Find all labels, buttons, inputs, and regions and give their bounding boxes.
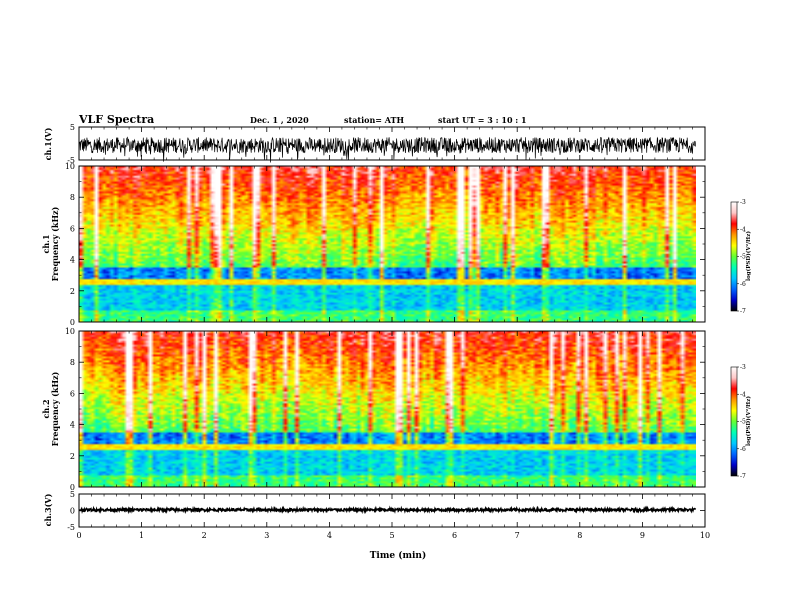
y-tick-label: 6 (70, 389, 75, 398)
x-tick-label: 2 (202, 531, 207, 540)
ch2-colorbar-label: log(PSD)(V²/Hz) (745, 396, 752, 446)
y-tick-label: -5 (67, 523, 75, 532)
ch2-colorbar: -3 -4 -5 -6 -7 (730, 364, 746, 480)
x-tick-label: 1 (139, 531, 144, 540)
y-tick-label: 2 (70, 452, 75, 461)
ch1-spectrogram-ylabel-line2: Frequency (kHz) (50, 206, 60, 281)
ch1-waveform-panel: 5 -5 (67, 123, 706, 165)
start-ut-label: start UT = 3 : 10 : 1 (438, 115, 527, 125)
y-tick-label: 0 (70, 507, 75, 516)
ch1-spectrogram-ylabel-line1: ch.1 (41, 234, 51, 253)
ch1-spectrogram-panel: 0 2 4 6 8 10 (65, 162, 706, 327)
y-tick-label: 0 (70, 483, 75, 492)
y-tick-label: 0 (70, 318, 75, 327)
x-axis-label: Time (min) (370, 550, 427, 561)
ch2-spectrogram-panel: 0 2 4 6 8 10 (65, 327, 706, 492)
spectrogram-image (79, 166, 696, 322)
station-label: station= ATH (344, 115, 404, 125)
x-tick-label: 5 (389, 531, 394, 540)
ch1-waveform-ylabel: ch.1(V) (43, 127, 53, 160)
y-tick-label: 6 (70, 224, 75, 233)
colorbar-tick-label: -5 (740, 254, 746, 261)
colorbar-tick-label: -7 (740, 473, 746, 480)
colorbar-tick-label: -5 (740, 419, 746, 426)
x-tick-label: 9 (640, 531, 645, 540)
ch3-waveform-ylabel: ch.3(V) (43, 493, 53, 526)
y-tick-label: 5 (70, 490, 75, 499)
ch2-spectrogram-ylabel-line2: Frequency (kHz) (50, 371, 60, 446)
colorbar-gradient (730, 201, 738, 312)
x-tick-label: 8 (577, 531, 582, 540)
x-tick-label: 4 (327, 531, 332, 540)
x-tick-label: 10 (700, 531, 710, 540)
x-tick-label: 6 (452, 531, 457, 540)
colorbar-tick-label: -4 (740, 226, 746, 233)
colorbar-tick-label: -3 (740, 364, 746, 371)
x-tick-label: 3 (264, 531, 269, 540)
y-tick-label: 4 (70, 421, 75, 430)
y-tick-label: 10 (65, 162, 75, 171)
date-label: Dec. 1 , 2020 (250, 115, 309, 125)
x-tick-label: 0 (76, 531, 81, 540)
colorbar-tick-label: -7 (740, 308, 746, 315)
y-tick-label: 8 (70, 193, 75, 202)
y-tick-label: 8 (70, 358, 75, 367)
colorbar-gradient (730, 366, 738, 477)
colorbar-tick-label: -3 (740, 199, 746, 206)
y-tick-label: 4 (70, 256, 75, 265)
y-tick-label: 2 (70, 287, 75, 296)
ch1-colorbar-label: log(PSD)(V²/Hz) (745, 231, 752, 281)
spectrogram-image (79, 331, 696, 487)
y-tick-label: 5 (70, 123, 75, 132)
ch2-spectrogram-ylabel-line1: ch.2 (41, 399, 51, 418)
figure-title: VLF Spectra (78, 113, 154, 126)
colorbar-tick-label: -6 (740, 446, 746, 453)
waveform-trace (78, 136, 696, 163)
colorbar-tick-label: -6 (740, 281, 746, 288)
x-tick-label: 7 (515, 531, 520, 540)
waveform-trace (78, 505, 697, 515)
colorbar-tick-label: -4 (740, 391, 746, 398)
ch1-colorbar: -3 -4 -5 -6 -7 (730, 199, 746, 315)
y-tick-label: 10 (65, 327, 75, 336)
y-tick-label: -5 (67, 156, 75, 165)
ch3-waveform-panel: 50-50 1 2 3 4 5 6 7 8 9 10 (67, 490, 710, 540)
